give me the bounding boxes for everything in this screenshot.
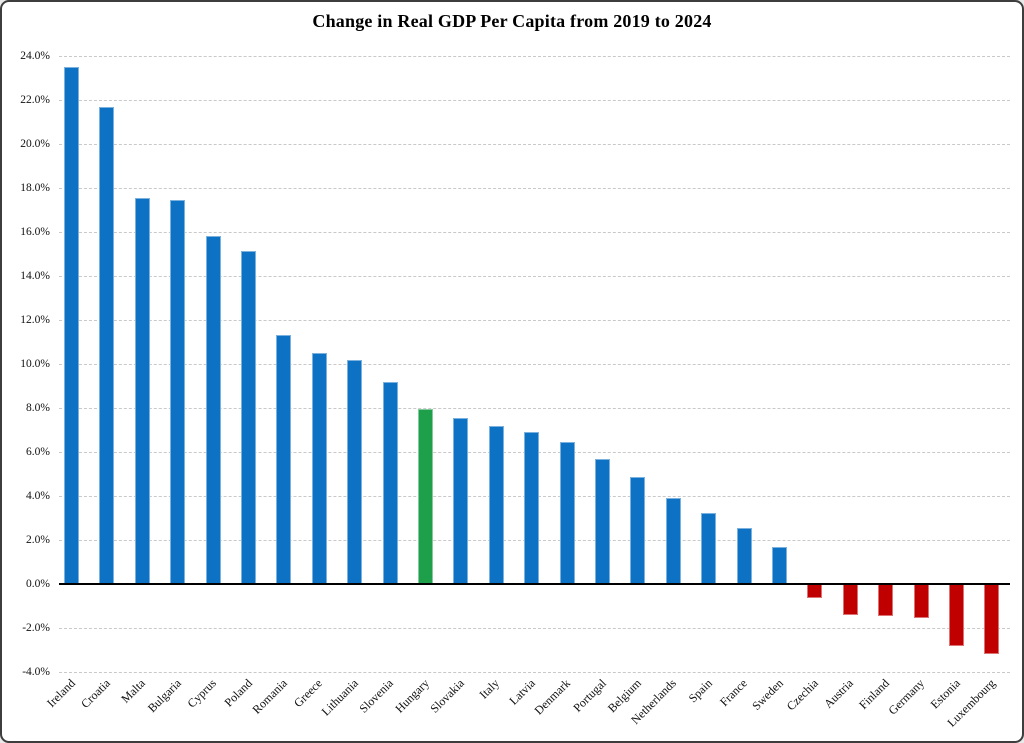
gridline — [59, 231, 1010, 233]
bar-netherlands — [665, 498, 681, 584]
bar-greece — [311, 353, 327, 584]
gridline — [59, 407, 1010, 409]
bar-romania — [276, 335, 292, 584]
bar-ireland — [64, 67, 79, 584]
bar-belgium — [630, 477, 646, 584]
bar-luxembourg — [984, 584, 1000, 655]
bar-austria — [842, 584, 858, 615]
bar-slovenia — [382, 381, 398, 584]
bar-cyprus — [205, 236, 221, 584]
bar-finland — [878, 584, 894, 616]
gridline — [59, 627, 1010, 629]
y-tick-label: 14.0% — [20, 270, 50, 282]
y-tick-label: 20.0% — [20, 138, 50, 150]
bar-sweden — [772, 546, 787, 584]
y-tick-label: 12.0% — [20, 314, 50, 326]
gridline — [59, 187, 1010, 189]
y-tick-label: 16.0% — [20, 226, 50, 238]
bar-france — [736, 527, 752, 584]
bar-bulgaria — [170, 200, 186, 584]
bar-slovakia — [453, 417, 469, 584]
bar-portugal — [595, 458, 610, 584]
y-tick-label: 4.0% — [26, 490, 50, 502]
gridline — [59, 275, 1010, 277]
y-tick-label: -4.0% — [22, 666, 50, 678]
y-tick-label: 8.0% — [26, 402, 50, 414]
y-tick-label: 18.0% — [20, 182, 50, 194]
gridline — [59, 319, 1010, 321]
bar-hungary — [418, 409, 433, 584]
bar-lithuania — [347, 359, 363, 584]
chart-title: Change in Real GDP Per Capita from 2019 … — [312, 11, 712, 31]
zero-axis-line — [59, 582, 1010, 585]
bar-spain — [701, 512, 717, 584]
y-tick-label: 10.0% — [20, 358, 50, 370]
gridline — [59, 671, 1010, 673]
gridline — [59, 363, 1010, 365]
gridline — [59, 99, 1010, 101]
gridline — [59, 55, 1010, 57]
y-tick-label: 22.0% — [20, 94, 50, 106]
y-tick-label: 0.0% — [26, 578, 50, 590]
y-tick-label: 2.0% — [26, 534, 50, 546]
bar-estonia — [949, 584, 964, 646]
y-tick-label: -2.0% — [22, 622, 50, 634]
bar-denmark — [559, 442, 575, 584]
y-tick-label: 24.0% — [20, 50, 50, 62]
bar-malta — [134, 197, 150, 584]
y-tick-label: 6.0% — [26, 446, 50, 458]
gridline — [59, 143, 1010, 145]
bar-croatia — [99, 106, 115, 584]
bar-italy — [488, 425, 504, 584]
bar-czechia — [807, 584, 823, 599]
bar-poland — [241, 250, 256, 584]
bar-germany — [913, 584, 929, 619]
bar-latvia — [524, 432, 540, 584]
